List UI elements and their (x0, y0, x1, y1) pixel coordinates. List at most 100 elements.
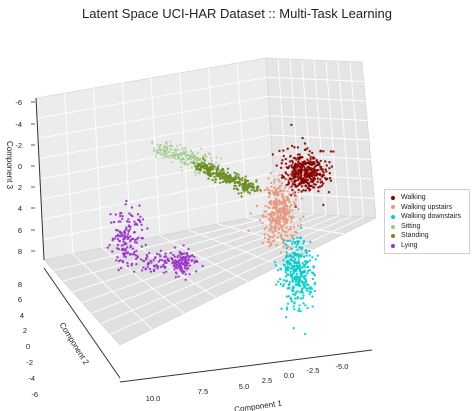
data-point (241, 186, 244, 190)
data-point (202, 155, 204, 158)
data-point (283, 223, 286, 226)
data-point (292, 289, 295, 293)
data-point (187, 158, 190, 161)
data-point (159, 154, 162, 156)
data-point (155, 151, 158, 154)
data-point (285, 306, 289, 309)
data-point (328, 172, 331, 175)
data-point (284, 266, 287, 269)
data-point (219, 169, 222, 173)
data-point (293, 201, 296, 204)
data-point (309, 157, 312, 161)
x-tick-label: 10.0 (146, 394, 161, 403)
data-point (204, 167, 208, 171)
y-tick-label: 0 (26, 342, 30, 351)
data-point (292, 270, 295, 273)
data-point (174, 157, 177, 160)
data-point (170, 151, 173, 154)
data-point (322, 203, 325, 207)
data-point (247, 229, 250, 232)
data-point (300, 266, 303, 269)
data-point (277, 231, 280, 234)
data-point (276, 203, 279, 207)
data-point (136, 213, 140, 216)
data-point (284, 243, 288, 246)
legend-entry: Walking downstairs (391, 212, 465, 222)
x-tick-label: 5.0 (239, 382, 249, 391)
data-point (294, 198, 298, 201)
data-point (171, 156, 174, 159)
data-point (191, 153, 194, 156)
data-point (155, 153, 158, 156)
data-point (284, 202, 287, 206)
data-point (329, 179, 333, 182)
data-point (295, 158, 298, 161)
data-point (304, 274, 307, 277)
data-point (141, 237, 144, 240)
data-point (302, 294, 305, 297)
data-point (148, 262, 151, 265)
data-point (296, 248, 299, 251)
data-point (299, 291, 302, 294)
data-point (302, 182, 305, 185)
data-point (240, 191, 243, 195)
data-point (285, 254, 288, 258)
data-point (285, 261, 289, 264)
data-point (189, 156, 192, 159)
data-point (289, 234, 293, 237)
z-tick-label: 0 (18, 162, 22, 171)
data-point (281, 241, 285, 244)
data-point (194, 174, 197, 177)
data-point (278, 180, 281, 183)
data-point (315, 169, 319, 172)
data-point (116, 256, 119, 259)
data-point (287, 269, 290, 272)
data-point (189, 158, 192, 161)
data-point (169, 145, 171, 147)
data-point (208, 171, 211, 174)
data-point (175, 154, 178, 157)
data-point (163, 150, 166, 153)
data-point (174, 155, 176, 158)
data-point (299, 236, 303, 239)
data-point (290, 185, 293, 188)
data-point (208, 168, 211, 172)
data-point (294, 162, 297, 165)
data-point (291, 277, 294, 280)
data-point (154, 155, 157, 158)
data-point (164, 151, 167, 154)
z-tick-label: -4 (15, 120, 22, 129)
data-point (250, 185, 253, 188)
data-point (304, 304, 307, 307)
data-point (299, 223, 302, 227)
data-point (275, 164, 278, 167)
data-point (300, 155, 303, 159)
data-point (180, 267, 184, 270)
data-point (128, 220, 131, 224)
data-point (171, 145, 174, 148)
data-point (183, 152, 186, 155)
data-point (280, 182, 284, 185)
data-point (287, 212, 290, 215)
data-point (126, 251, 129, 254)
data-point (110, 221, 113, 224)
data-point (166, 147, 169, 150)
data-point (279, 277, 282, 281)
data-point (302, 255, 306, 258)
data-point (294, 276, 297, 280)
data-point (226, 174, 230, 178)
data-point (288, 205, 292, 208)
data-point (304, 189, 307, 192)
data-point (202, 170, 205, 174)
data-point (150, 261, 153, 264)
data-point (300, 166, 303, 169)
data-point (295, 169, 299, 172)
data-point (308, 254, 311, 257)
data-point (192, 155, 195, 157)
data-point (168, 150, 170, 153)
data-point (183, 146, 186, 149)
data-point (309, 160, 312, 163)
data-point (313, 174, 316, 177)
data-point (188, 273, 191, 276)
data-point (204, 155, 207, 158)
